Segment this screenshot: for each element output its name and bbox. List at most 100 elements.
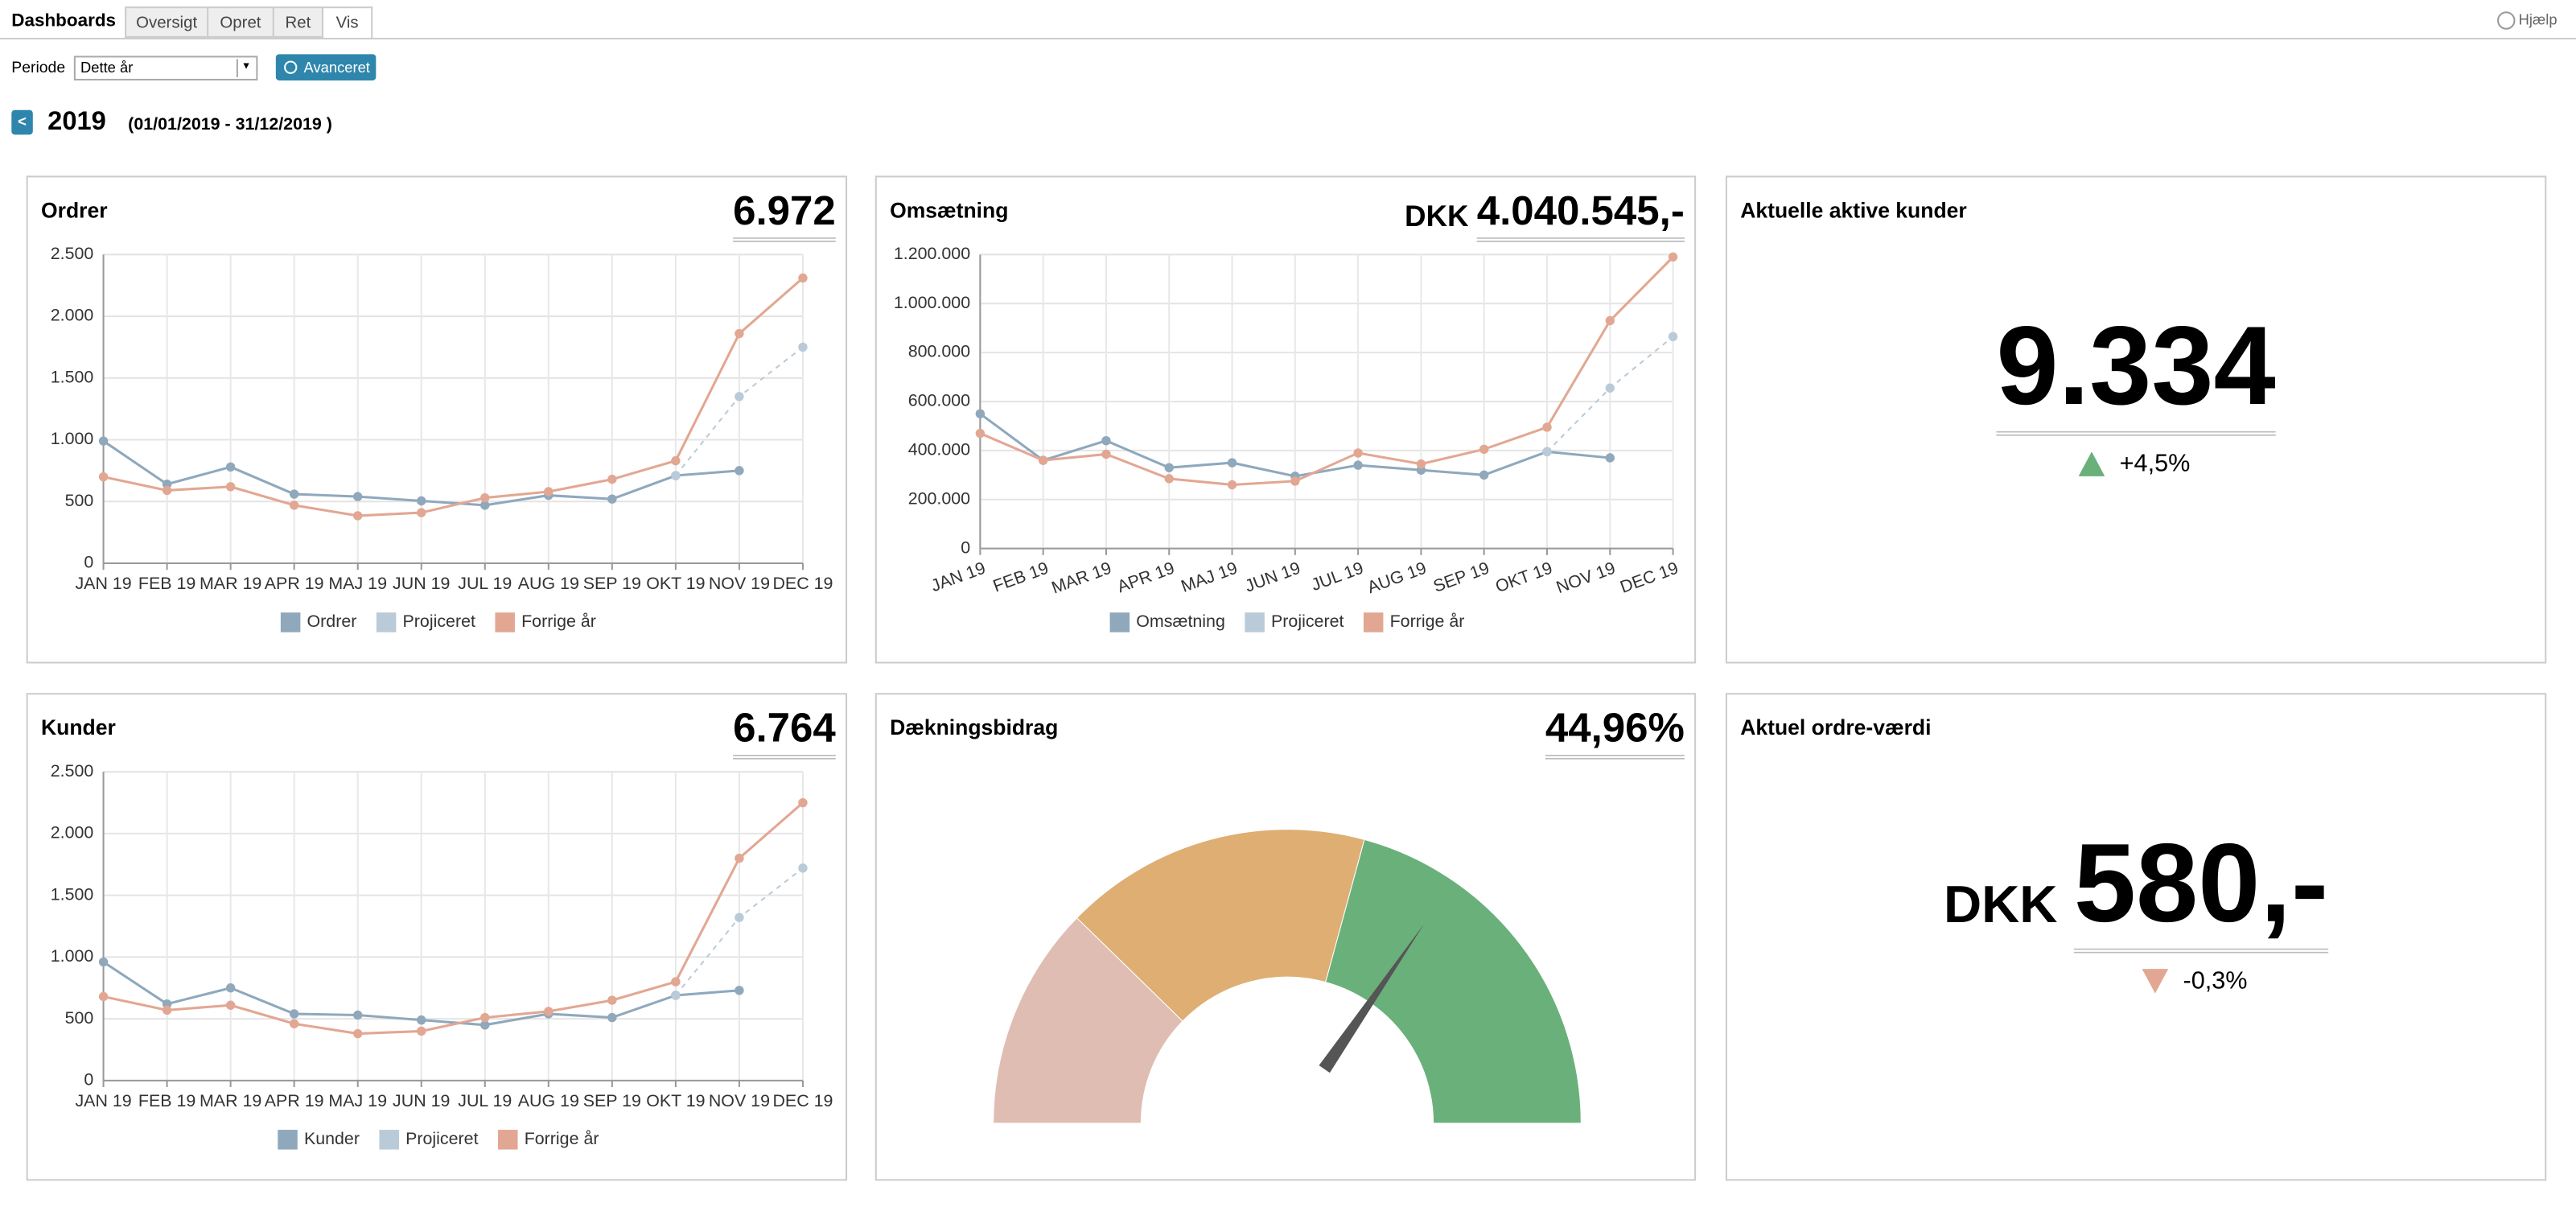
data-point — [1605, 383, 1615, 393]
data-point — [735, 853, 744, 863]
x-tick-label: APR 19 — [1114, 558, 1177, 597]
y-tick-label: 2.000 — [51, 823, 94, 842]
panel: Omsætning 4.040.545,- DKK 0 200.000 400.000 60… — [874, 175, 1697, 664]
x-tick-label: JUN 19 — [1242, 558, 1302, 596]
series-line — [979, 256, 1674, 487]
advanced-button[interactable]: Avanceret — [275, 54, 377, 80]
legend-label: Projiceret — [1271, 612, 1344, 631]
data-point — [544, 487, 553, 496]
x-tick-label: OKT 19 — [646, 574, 705, 593]
x-tick-label: MAR 19 — [200, 1091, 261, 1110]
legend-swatch — [1245, 612, 1265, 632]
data-point — [289, 1019, 299, 1028]
data-point — [975, 409, 986, 418]
data-point — [289, 1009, 299, 1019]
legend-swatch — [379, 1130, 399, 1150]
button-text: Avanceret — [303, 59, 370, 76]
y-tick-label: 0 — [84, 553, 93, 572]
legend-swatch — [376, 612, 397, 632]
data-point — [798, 342, 808, 352]
data-point — [798, 863, 808, 873]
panel-canvas: Kunder 6.764 0 500 1.000 1.500 2.000 2.500 JAN 1… — [41, 705, 836, 1150]
legend-swatch — [1363, 612, 1384, 632]
period-range: (01/01/2019 - 31/12/2019 ) — [128, 114, 332, 135]
tab-active[interactable]: Vis — [321, 6, 373, 39]
data-point — [798, 797, 808, 808]
legend-swatch — [278, 1130, 298, 1150]
data-point — [735, 328, 744, 339]
data-point — [480, 492, 490, 503]
legend: Omsætning Projiceret Forrige år — [1109, 612, 1464, 632]
data-point — [417, 508, 426, 517]
panel: Aktuelle aktive kunder 9.334 +4,5% — [1725, 175, 2547, 664]
data-point — [225, 482, 236, 492]
panel-canvas: Aktuelle aktive kunder 9.334 +4,5% — [1740, 198, 2276, 477]
legend-swatch — [498, 1130, 518, 1150]
x-tick-label: APR 19 — [265, 1091, 324, 1110]
y-tick-label: 1.000.000 — [894, 293, 970, 312]
y-tick-label: 1.500 — [51, 367, 94, 386]
panel-canvas: Dækningsbidrag 44,96% — [890, 705, 1685, 1124]
data-point — [1353, 460, 1363, 470]
y-tick-label: 500 — [65, 491, 94, 510]
data-point — [1668, 252, 1678, 262]
x-tick-label: JUN 19 — [393, 574, 450, 593]
tab[interactable]: Opret — [207, 6, 274, 38]
data-point — [1101, 449, 1111, 459]
x-tick-label: JAN 19 — [75, 1091, 131, 1110]
data-point — [671, 991, 681, 1000]
data-point — [975, 428, 986, 439]
legend-label: Ordrer — [307, 612, 357, 631]
legend-swatch — [495, 612, 515, 632]
data-point — [352, 1010, 363, 1020]
gauge-band — [1325, 838, 1582, 1124]
x-tick-label: AUG 19 — [518, 574, 579, 593]
tab[interactable]: Ret — [272, 6, 324, 38]
x-tick-label: MAJ 19 — [328, 1091, 387, 1110]
tab[interactable]: Oversigt — [125, 6, 209, 38]
x-tick-label: JUL 19 — [1309, 558, 1366, 595]
data-point — [607, 474, 617, 484]
data-point — [798, 273, 808, 283]
data-point — [417, 496, 426, 506]
x-tick-label: JAN 19 — [928, 558, 988, 596]
y-tick-label: 0 — [84, 1070, 93, 1090]
data-point — [289, 501, 299, 510]
series-line — [103, 277, 804, 517]
x-tick-label: AUG 19 — [1364, 558, 1429, 598]
legend-label: Omsætning — [1136, 612, 1225, 631]
help-link[interactable]: Hjælp — [2518, 11, 2557, 28]
data-point — [98, 436, 109, 446]
x-tick-label: JUN 19 — [393, 1091, 450, 1110]
x-tick-label: MAJ 19 — [328, 574, 387, 593]
data-point — [607, 494, 617, 504]
trend-arrow — [2142, 969, 2169, 994]
back-button[interactable]: < — [11, 109, 33, 135]
data-point — [607, 1012, 617, 1023]
data-point — [352, 511, 363, 521]
panel-title: Dækningsbidrag — [890, 715, 1058, 739]
y-tick-label: 500 — [65, 1008, 94, 1028]
series-line — [103, 801, 804, 1036]
tab-line — [0, 37, 2576, 39]
y-tick-label: 200.000 — [908, 488, 970, 508]
legend-label: Forrige år — [521, 612, 596, 631]
kpi-prefix: DKK — [1944, 875, 2057, 933]
help-icon[interactable] — [2497, 11, 2516, 30]
data-point — [352, 492, 363, 501]
x-tick-label: DEC 19 — [772, 574, 833, 593]
data-point — [544, 1007, 553, 1016]
y-tick-label: 1.500 — [51, 884, 94, 904]
page-title: Dashboards — [11, 11, 117, 31]
gauge-needle — [1319, 924, 1424, 1073]
y-tick-label: 1.200.000 — [894, 244, 970, 263]
gear-icon — [284, 60, 298, 74]
data-point — [1542, 447, 1552, 457]
period-select[interactable]: Dette år ▼ — [73, 56, 258, 80]
x-tick-label: SEP 19 — [583, 1091, 641, 1110]
panel-canvas: Ordrer 6.972 0 500 1.000 1.500 2.000 2.500 JAN 1… — [41, 187, 836, 632]
panel-total: 6.764 — [733, 705, 836, 751]
y-tick-label: 600.000 — [908, 391, 970, 410]
panel-total: 4.040.545,- — [1477, 187, 1685, 233]
